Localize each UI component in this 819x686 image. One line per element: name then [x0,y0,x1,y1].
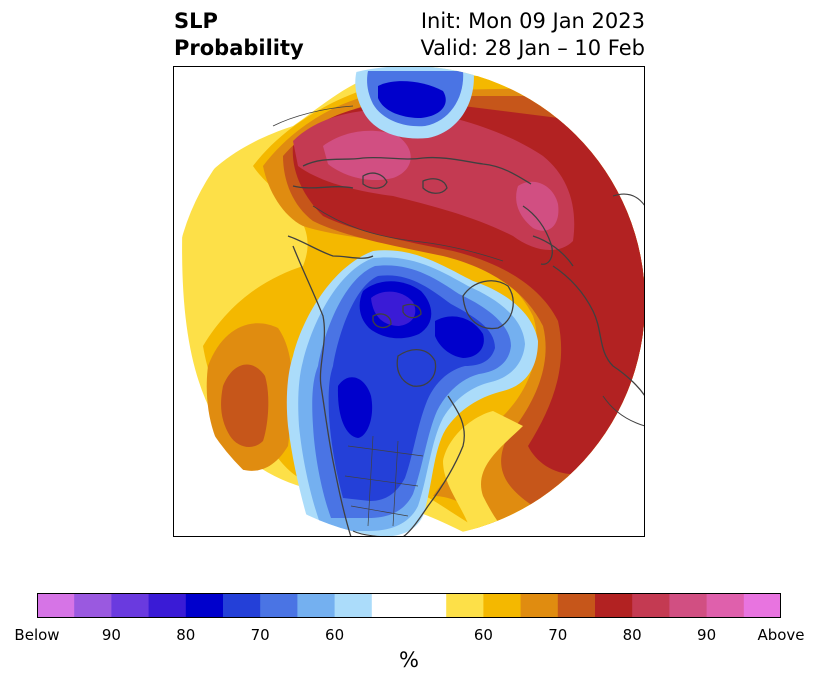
colorbar-tick-label: Above [757,626,805,644]
colorbar-tick-label: Below [14,626,60,644]
colorbar-tick-label: 80 [622,626,642,644]
map-border [173,66,645,537]
colorbar-tick-label: 80 [176,626,196,644]
below-85-region [371,291,416,326]
coastlines [272,105,645,537]
date-info: Init: Mon 09 Jan 2023 Valid: 28 Jan – 10… [420,8,645,62]
colorbar-segment [557,593,596,618]
above-75-region [221,364,269,448]
colorbar-segment [185,593,224,618]
colorbar [37,593,781,618]
title-line-2: Probability [174,36,304,60]
colorbar-border [37,593,781,618]
above-90-region-2 [516,181,559,231]
colorbar-segment [148,593,187,618]
init-date: Init: Mon 09 Jan 2023 [420,9,645,33]
title-line-1: SLP [174,9,218,33]
colorbar-unit: % [399,648,419,672]
colorbar-segment [371,593,410,618]
colorbar-segment [743,593,781,618]
colorbar-segment [520,593,559,618]
below-80-region-3 [337,377,373,438]
colorbar-segment [37,593,75,618]
probability-fill [173,66,645,537]
colorbar-segment [297,593,336,618]
colorbar-segment [74,593,112,618]
colorbar-tick-label: 70 [548,626,568,644]
colorbar-segment [483,593,522,618]
below-80-north [378,81,446,118]
colorbar-tick-label: 60 [325,626,345,644]
colorbar-segment [446,593,484,618]
colorbar-segment [111,593,150,618]
below-80-region-2 [435,316,484,358]
colorbar-segment [223,593,261,618]
colorbar-ticks: Below 90 80 70 60 60 70 80 90 Above [0,626,819,646]
map-title: SLP Probability [174,8,304,62]
colorbar-tick-label: 90 [101,626,121,644]
colorbar-segment [632,593,670,618]
above-90-region [323,130,411,181]
probability-map [173,66,645,537]
colorbar-segment [260,593,298,618]
colorbar-tick-label: 70 [250,626,270,644]
colorbar-segment [706,593,745,618]
colorbar-tick-label: 60 [473,626,493,644]
valid-dates: Valid: 28 Jan – 10 Feb [420,36,645,60]
colorbar-segment [669,593,708,618]
colorbar-segment [595,593,633,618]
colorbar-tick-label: 90 [697,626,717,644]
colorbar-segment [334,593,373,618]
above-60-east [443,411,523,537]
colorbar-segment [409,593,447,618]
